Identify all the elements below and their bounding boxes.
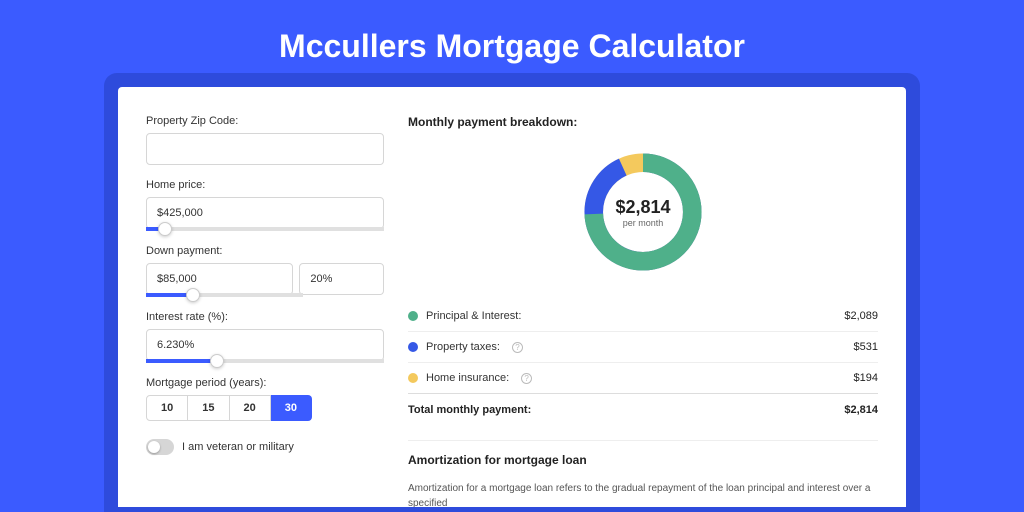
veteran-label: I am veteran or military: [182, 441, 294, 453]
amort-body: Amortization for a mortgage loan refers …: [408, 481, 878, 507]
veteran-toggle[interactable]: [146, 439, 174, 455]
page-title: Mccullers Mortgage Calculator: [0, 0, 1024, 87]
legend-value-taxes: $531: [854, 341, 878, 353]
period-label: Mortgage period (years):: [146, 377, 384, 389]
legend-label-insurance: Home insurance:: [426, 372, 509, 384]
inputs-column: Property Zip Code: Home price: Down paym…: [146, 115, 384, 507]
period-btn-10[interactable]: 10: [146, 395, 188, 421]
section-divider: [408, 440, 878, 441]
info-icon[interactable]: ?: [521, 373, 532, 384]
price-slider-thumb[interactable]: [158, 222, 172, 236]
rate-group: Interest rate (%):: [146, 311, 384, 363]
down-pct-input[interactable]: [299, 263, 384, 295]
legend-value-pi: $2,089: [844, 310, 878, 322]
total-row: Total monthly payment: $2,814: [408, 393, 878, 426]
rate-slider-thumb[interactable]: [210, 354, 224, 368]
calculator-card: Property Zip Code: Home price: Down paym…: [118, 87, 906, 507]
rate-input[interactable]: [146, 329, 384, 361]
rate-label: Interest rate (%):: [146, 311, 384, 323]
breakdown-column: Monthly payment breakdown: $2,814 per mo…: [408, 115, 878, 507]
veteran-row: I am veteran or military: [146, 439, 384, 455]
toggle-knob: [148, 441, 160, 453]
amort-title: Amortization for mortgage loan: [408, 453, 878, 467]
dot-insurance: [408, 373, 418, 383]
legend-row-insurance: Home insurance: ? $194: [408, 362, 878, 393]
donut-chart: $2,814 per month: [578, 147, 708, 277]
legend-row-taxes: Property taxes: ? $531: [408, 331, 878, 362]
period-group: Mortgage period (years): 10 15 20 30: [146, 377, 384, 421]
period-buttons: 10 15 20 30: [146, 395, 384, 421]
dot-pi: [408, 311, 418, 321]
period-btn-15[interactable]: 15: [188, 395, 229, 421]
breakdown-title: Monthly payment breakdown:: [408, 115, 878, 129]
info-icon[interactable]: ?: [512, 342, 523, 353]
price-group: Home price:: [146, 179, 384, 231]
price-input[interactable]: [146, 197, 384, 229]
donut-center: $2,814 per month: [578, 147, 708, 277]
down-slider-thumb[interactable]: [186, 288, 200, 302]
down-slider[interactable]: [146, 293, 303, 297]
period-btn-30[interactable]: 30: [271, 395, 312, 421]
down-amount-input[interactable]: [146, 263, 293, 295]
donut-sublabel: per month: [623, 218, 664, 228]
period-btn-20[interactable]: 20: [230, 395, 271, 421]
total-label: Total monthly payment:: [408, 404, 531, 416]
donut-amount: $2,814: [615, 197, 670, 218]
legend-value-insurance: $194: [854, 372, 878, 384]
zip-label: Property Zip Code:: [146, 115, 384, 127]
price-label: Home price:: [146, 179, 384, 191]
legend-label-taxes: Property taxes:: [426, 341, 500, 353]
rate-slider[interactable]: [146, 359, 384, 363]
total-value: $2,814: [844, 404, 878, 416]
legend-label-pi: Principal & Interest:: [426, 310, 521, 322]
legend-row-pi: Principal & Interest: $2,089: [408, 301, 878, 331]
zip-group: Property Zip Code:: [146, 115, 384, 165]
down-label: Down payment:: [146, 245, 384, 257]
rate-slider-fill: [146, 359, 217, 363]
down-group: Down payment:: [146, 245, 384, 297]
zip-input[interactable]: [146, 133, 384, 165]
dot-taxes: [408, 342, 418, 352]
price-slider[interactable]: [146, 227, 384, 231]
donut-chart-wrap: $2,814 per month: [408, 143, 878, 301]
